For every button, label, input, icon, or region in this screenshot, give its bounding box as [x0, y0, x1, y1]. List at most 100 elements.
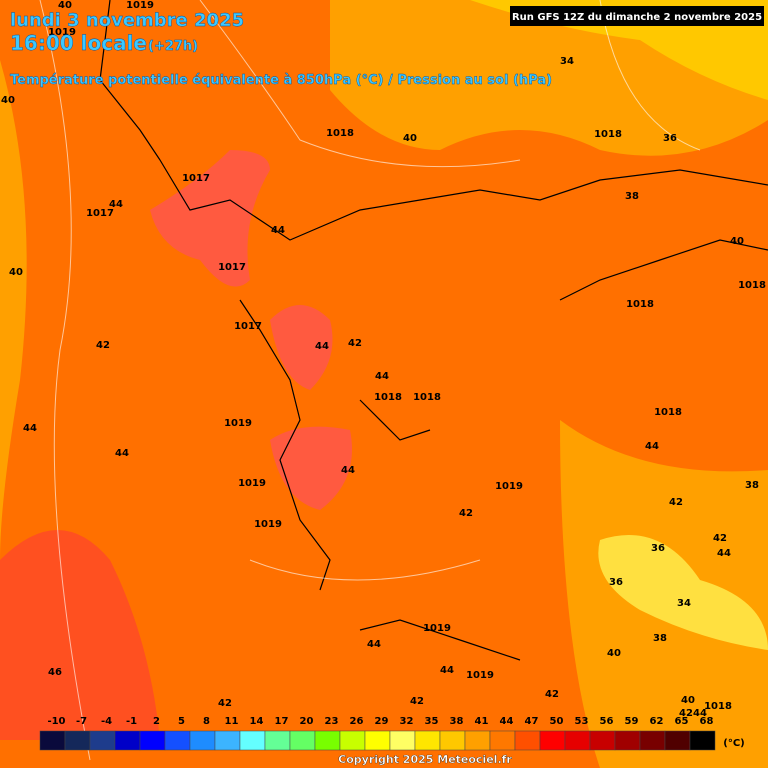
legend-tick-label: 29: [375, 716, 389, 727]
contour-label: 1019: [466, 670, 494, 681]
contour-label: 44: [645, 441, 659, 452]
color-swatch: [689, 730, 716, 751]
time: 16:00 locale: [10, 31, 147, 55]
legend-tick-label: 53: [575, 716, 589, 727]
field-zone: [0, 530, 160, 740]
color-swatch: [289, 730, 316, 751]
legend-tick-label: 17: [275, 716, 289, 727]
contour-label: 42: [545, 689, 559, 700]
field-zone: [0, 60, 27, 560]
contour-label: 1019: [126, 0, 154, 11]
color-swatch: [114, 730, 141, 751]
legend-tick-label: 8: [203, 716, 210, 727]
legend-tick-label: 44: [500, 716, 514, 727]
legend-tick-label: 11: [225, 716, 239, 727]
color-swatch: [139, 730, 166, 751]
contour-label: 34: [677, 598, 691, 609]
legend-tick-label: 2: [153, 716, 160, 727]
contour-label: 44: [23, 423, 37, 434]
legend-tick-label: -1: [126, 716, 137, 727]
contour-label: 34: [560, 56, 574, 67]
contour-label: 1018: [704, 701, 732, 712]
contour-label: 42: [679, 708, 693, 719]
contour-label: 46: [48, 667, 62, 678]
color-swatch: [89, 730, 116, 751]
legend-tick-label: 32: [400, 716, 414, 727]
contour-label: 42: [669, 497, 683, 508]
contour-label: 1017: [234, 321, 262, 332]
color-swatch: [39, 730, 66, 751]
color-swatch: [514, 730, 541, 751]
legend-tick-label: 62: [650, 716, 664, 727]
legend-tick-label: 41: [475, 716, 489, 727]
date: lundi 3 novembre 2025: [10, 10, 244, 31]
color-swatch: [539, 730, 566, 751]
legend-tick-label: -10: [47, 716, 65, 727]
legend-tick-label: 5: [178, 716, 185, 727]
legend-tick-label: 50: [550, 716, 564, 727]
contour-label: 36: [663, 133, 677, 144]
contour-label: 1019: [423, 623, 451, 634]
legend-tick-label: 14: [250, 716, 264, 727]
color-swatch: [564, 730, 591, 751]
contour-label: 44: [271, 225, 285, 236]
contour-label: 44: [375, 371, 389, 382]
contour-label: 42: [218, 698, 232, 709]
contour-label: 1018: [594, 129, 622, 140]
contour-label: 44: [440, 665, 454, 676]
contour-label: 1018: [413, 392, 441, 403]
isobar: [39, 0, 701, 761]
legend-tick-label: 56: [600, 716, 614, 727]
color-swatch: [439, 730, 466, 751]
contour-label: 40: [58, 0, 72, 11]
contour-label: 1019: [238, 478, 266, 489]
legend-tick-label: 68: [700, 716, 714, 727]
contour-label: 1018: [326, 128, 354, 139]
color-swatch: [664, 730, 691, 751]
contour-label: 42: [459, 508, 473, 519]
contour-label: 1017: [182, 173, 210, 184]
color-swatch: [414, 730, 441, 751]
legend-tick-label: 38: [450, 716, 464, 727]
contour-label: 1018: [738, 280, 766, 291]
contour-label: 44: [717, 548, 731, 559]
contour-label: 36: [651, 543, 665, 554]
color-swatch: [389, 730, 416, 751]
legend-tick-label: 26: [350, 716, 364, 727]
field-zone: [270, 426, 352, 510]
contour-label: 44: [115, 448, 129, 459]
contour-label: 44: [341, 465, 355, 476]
legend: -10 -7 -4 -1 2 5 8 11 14 17 20 23 26 29 32 35 38 41 44 47 50…: [39, 716, 716, 751]
legend-tick-label: 47: [525, 716, 539, 727]
contour-label: 1017: [86, 208, 114, 219]
color-swatch: [489, 730, 516, 751]
copyright: Copyright 2025 Meteociel.fr: [338, 753, 512, 766]
legend-tick-label: 65: [675, 716, 689, 727]
contour-label: 40: [607, 648, 621, 659]
legend-tick-label: 20: [300, 716, 314, 727]
color-swatch: [314, 730, 341, 751]
contour-label: 44: [109, 199, 123, 210]
legend-unit: (°C): [723, 738, 744, 749]
color-swatch: [639, 730, 666, 751]
legend-tick-label: 35: [425, 716, 439, 727]
run-label: Run GFS 12Z du dimanche 2 novembre 2025: [512, 12, 762, 23]
contour-label: 42: [410, 696, 424, 707]
contour-label: 44: [315, 341, 329, 352]
contour-label: 36: [609, 577, 623, 588]
field-zone: [270, 305, 333, 390]
field-zone: [150, 150, 270, 287]
color-swatch: [64, 730, 91, 751]
contour-label: 38: [745, 480, 759, 491]
contour-label: 40: [403, 133, 417, 144]
contour-label: 1019: [254, 519, 282, 530]
legend-tick-label: 59: [625, 716, 639, 727]
contour-label: 42: [348, 338, 362, 349]
legend-tick-label: -7: [76, 716, 87, 727]
contour-label: 40: [1, 95, 15, 106]
color-swatch: [464, 730, 491, 751]
contour-label: 40: [681, 695, 695, 706]
color-swatch: [614, 730, 641, 751]
contour-label: 38: [653, 633, 667, 644]
